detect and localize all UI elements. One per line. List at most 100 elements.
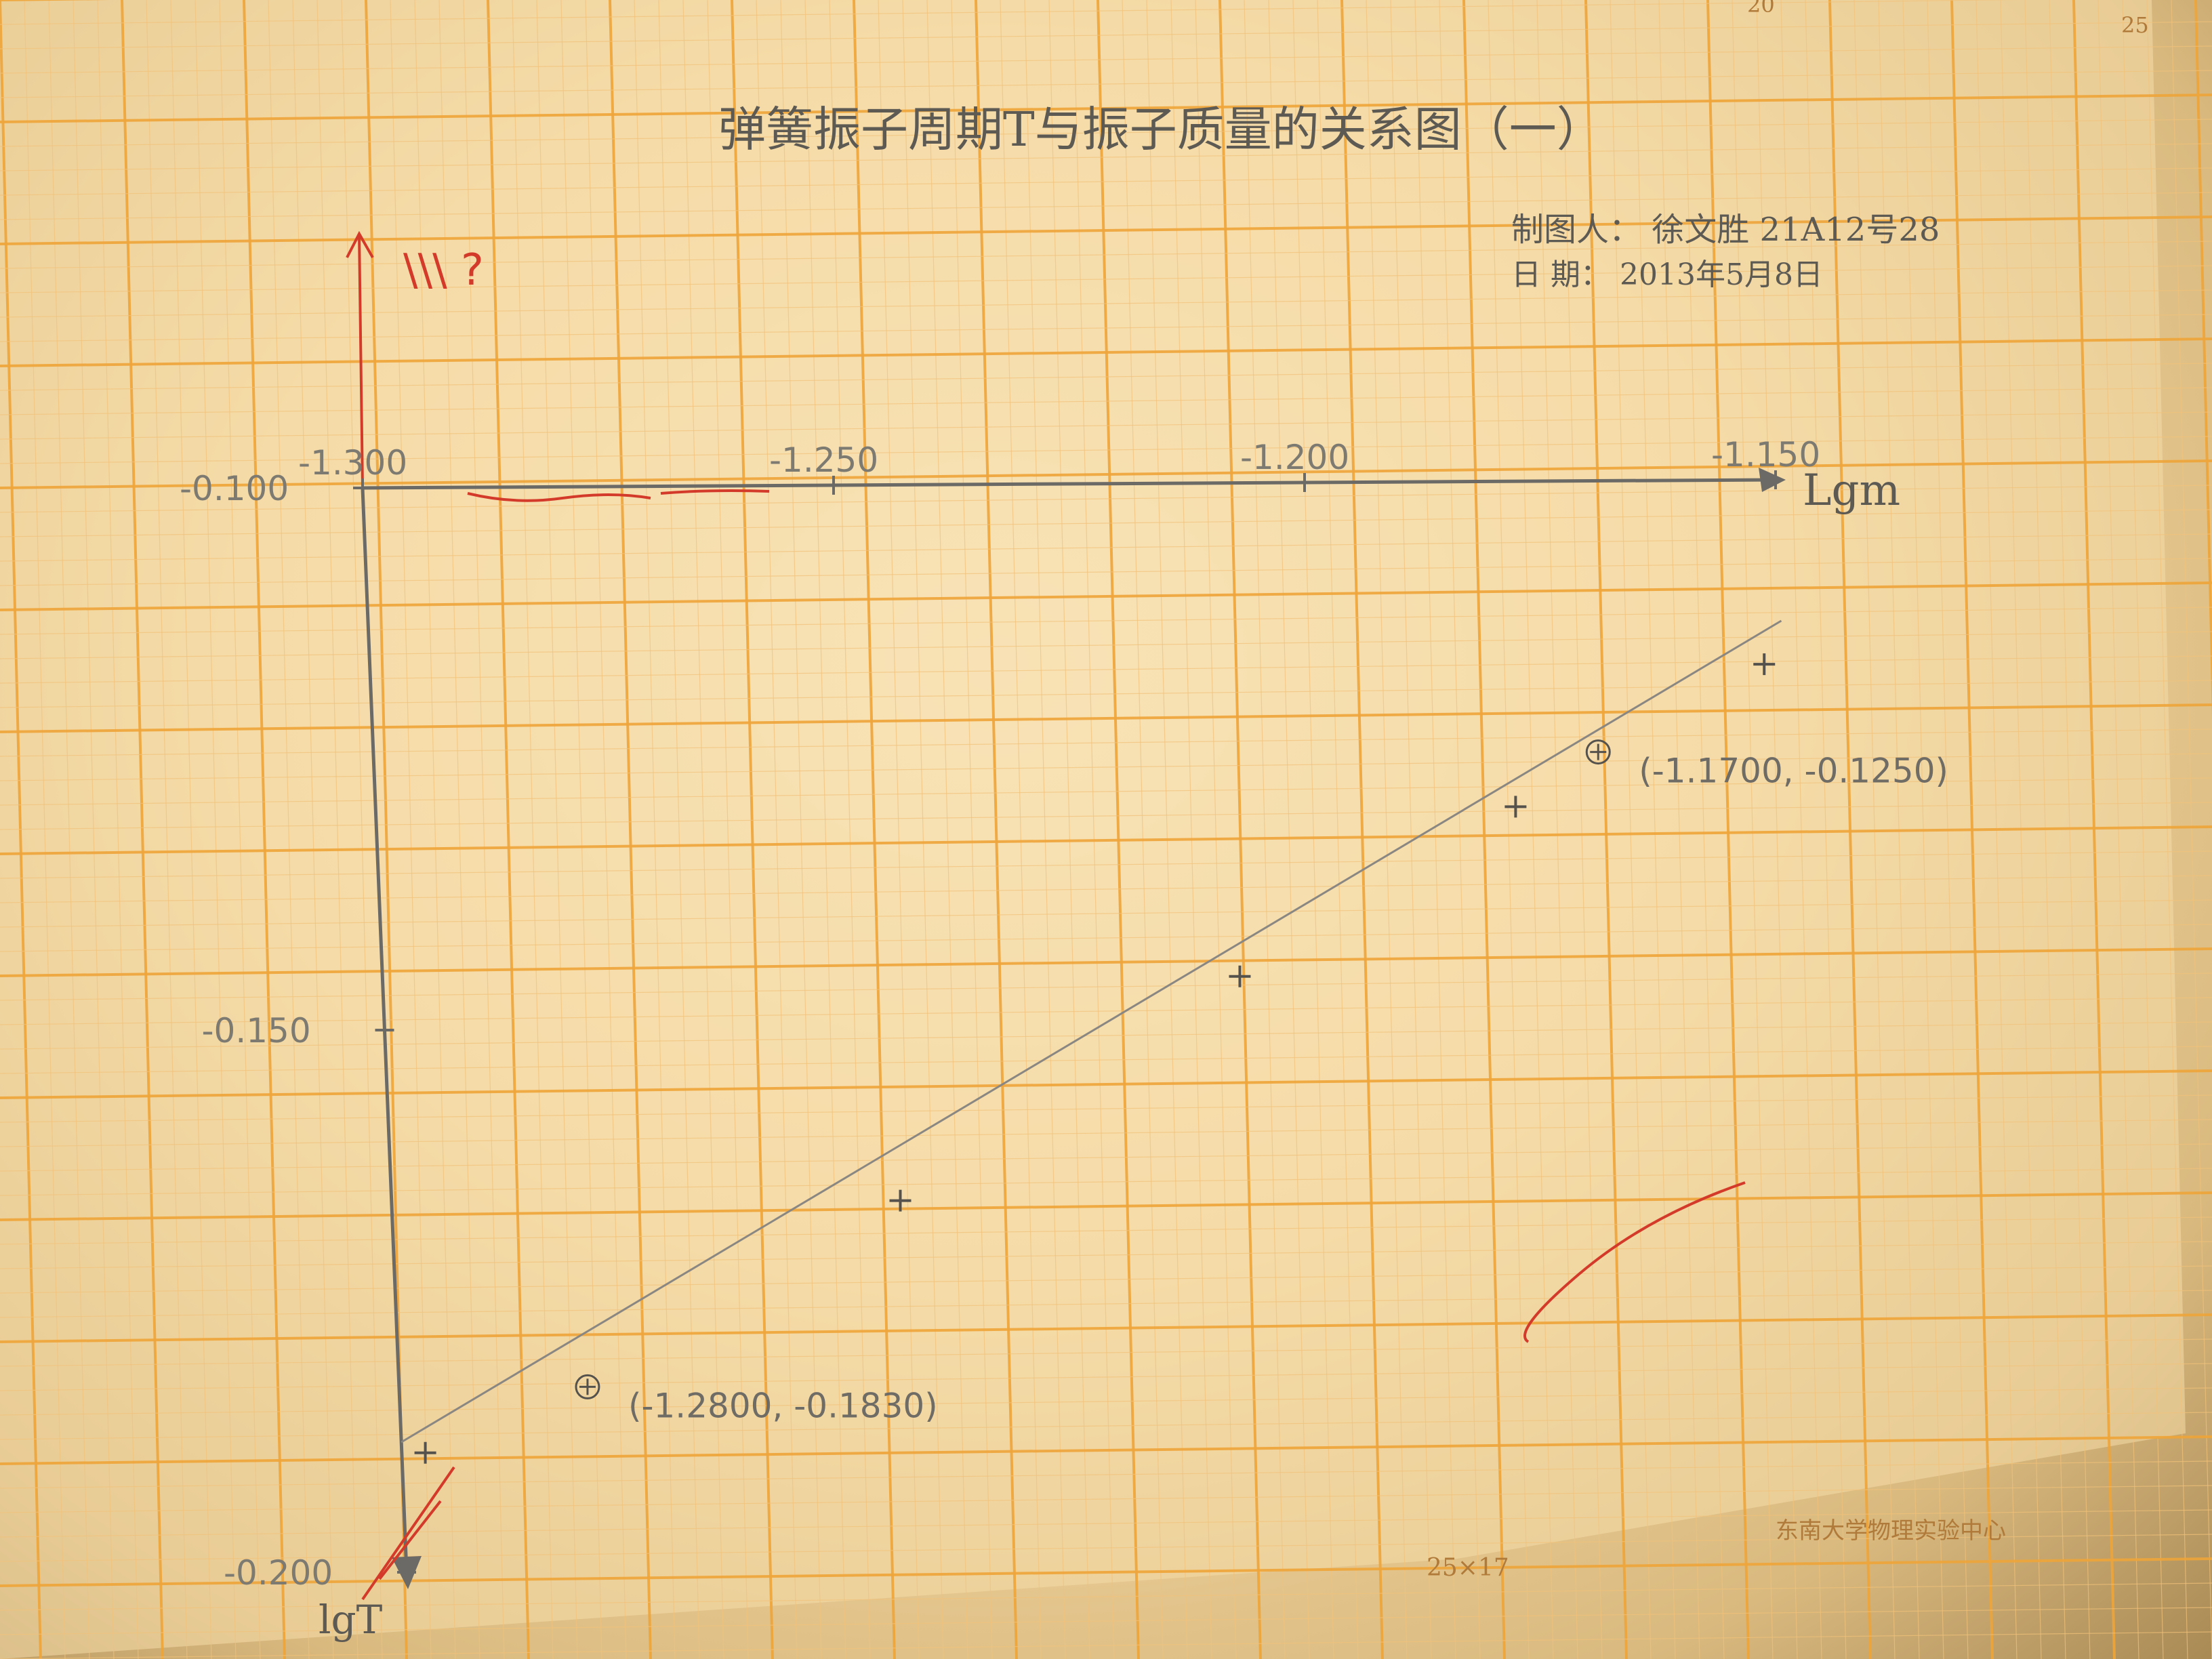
major-grid-line [0, 1557, 2212, 1587]
red-axis-extension [358, 233, 364, 489]
minor-grid-line [1488, 0, 1530, 1659]
minor-grid-line [1805, 0, 1847, 1659]
minor-grid-line [682, 0, 724, 1659]
major-grid-line [0, 1435, 2212, 1465]
major-grid-line [0, 1313, 2212, 1343]
x-tick-label: -1.200 [1240, 438, 1349, 477]
minor-grid-line [0, 1290, 2212, 1318]
minor-grid-line [0, 509, 2212, 537]
minor-grid-line [2122, 0, 2164, 1659]
data-point [1753, 653, 1776, 676]
annotated-point-marker [1585, 739, 1611, 765]
x-axis [362, 478, 1776, 490]
date-line: 日 期： 2013年5月8日 [1511, 258, 1823, 292]
minor-grid-line [1756, 0, 1798, 1659]
major-grid-line [0, 94, 2212, 123]
minor-grid-line [0, 1582, 2212, 1611]
major-grid-line [1584, 0, 1628, 1659]
major-grid-line [1097, 0, 1140, 1659]
data-point [414, 1441, 436, 1464]
minor-grid-line [0, 289, 2212, 318]
minor-grid-line [0, 387, 2212, 415]
minor-grid-line [0, 1265, 2212, 1294]
minor-grid-line [0, 875, 2212, 903]
minor-grid-line [0, 997, 2212, 1025]
annotated-point-marker [575, 1374, 600, 1399]
minor-grid-line [194, 0, 237, 1659]
minor-grid-line [1683, 0, 1725, 1659]
x-tick-label: -1.150 [1711, 435, 1820, 474]
chart-title: 弹簧振子周期T与振子质量的关系图（一） [718, 102, 1604, 157]
minor-grid-line [1780, 0, 1822, 1659]
minor-grid-line [414, 0, 456, 1659]
paper-top-number-20: 20 [1747, 0, 1775, 18]
minor-grid-line [341, 0, 383, 1659]
data-point [889, 1189, 912, 1212]
minor-grid-line [804, 0, 846, 1659]
minor-grid-line [1853, 0, 1896, 1659]
minor-grid-line [268, 0, 310, 1659]
minor-grid-line [0, 753, 2212, 781]
minor-grid-line [512, 0, 554, 1659]
major-grid-line [0, 1069, 2212, 1099]
minor-grid-line [1439, 0, 1481, 1659]
minor-grid-line [0, 1509, 2212, 1538]
point-annotation: (-1.1700, -0.1250) [1639, 752, 1948, 791]
major-grid-line [2194, 0, 2212, 719]
minor-grid-line [48, 0, 90, 1659]
minor-grid-line [585, 0, 627, 1659]
minor-grid-line [0, 21, 2212, 49]
minor-grid-line [0, 1241, 2212, 1269]
major-grid-line [0, 703, 2212, 733]
minor-grid-line [0, 777, 2212, 806]
minor-grid-line [0, 1046, 2212, 1074]
minor-grid-line [0, 241, 2212, 269]
minor-grid-line [0, 1534, 2212, 1562]
major-grid-line [731, 0, 774, 1659]
minor-grid-line [0, 70, 2212, 98]
major-grid-line [1218, 0, 1262, 1659]
minor-grid-line [951, 0, 993, 1659]
minor-grid-line [1634, 0, 1676, 1659]
minor-grid-line [1122, 0, 1164, 1659]
author-line: 制图人： 徐文胜 21A12号28 [1511, 211, 1940, 249]
major-grid-line [0, 216, 2212, 245]
annotated-point-cross [1590, 743, 1607, 760]
minor-grid-line [0, 119, 2212, 147]
minor-grid-line [0, 1021, 2212, 1050]
data-point [1229, 965, 1251, 987]
major-grid-line [0, 947, 2212, 977]
minor-grid-line [219, 0, 261, 1659]
data-point [1504, 796, 1527, 818]
y-tick-label: -0.200 [224, 1553, 333, 1593]
minor-grid-line [2097, 0, 2139, 1659]
minor-grid-line [829, 0, 871, 1659]
major-grid-line [0, 1191, 2212, 1221]
minor-grid-line [0, 1338, 2212, 1367]
major-grid-line [975, 0, 1018, 1659]
minor-grid-line [0, 485, 2212, 513]
minor-grid-line [0, 1216, 2212, 1245]
major-grid-line [1462, 0, 1506, 1659]
minor-grid-line [1268, 0, 1310, 1659]
minor-grid-line [0, 851, 2212, 879]
minor-grid-line [0, 1387, 2212, 1416]
minor-grid-line [0, 45, 2212, 74]
minor-grid-line [0, 899, 2212, 928]
minor-grid-line [560, 0, 602, 1659]
x-tick-label: -1.300 [298, 443, 407, 483]
minor-grid-line [73, 0, 115, 1659]
minor-grid-line [780, 0, 822, 1659]
ticks: -1.300 -1.250 -1.200 -1.150 -0.100 -0.150 -0.2… [180, 435, 1820, 1593]
y-tick-label: -0.100 [180, 469, 289, 508]
minor-grid-line [902, 0, 944, 1659]
major-grid-line [1706, 0, 1750, 1659]
minor-grid-line [2171, 0, 2212, 1659]
red-scribble-curve [1523, 1181, 1746, 1343]
major-grid-line [0, 459, 2212, 489]
minor-grid-line [170, 0, 212, 1659]
minor-grid-line [1658, 0, 1700, 1659]
minor-grid-line [316, 0, 359, 1659]
minor-grid-line [0, 680, 2212, 708]
